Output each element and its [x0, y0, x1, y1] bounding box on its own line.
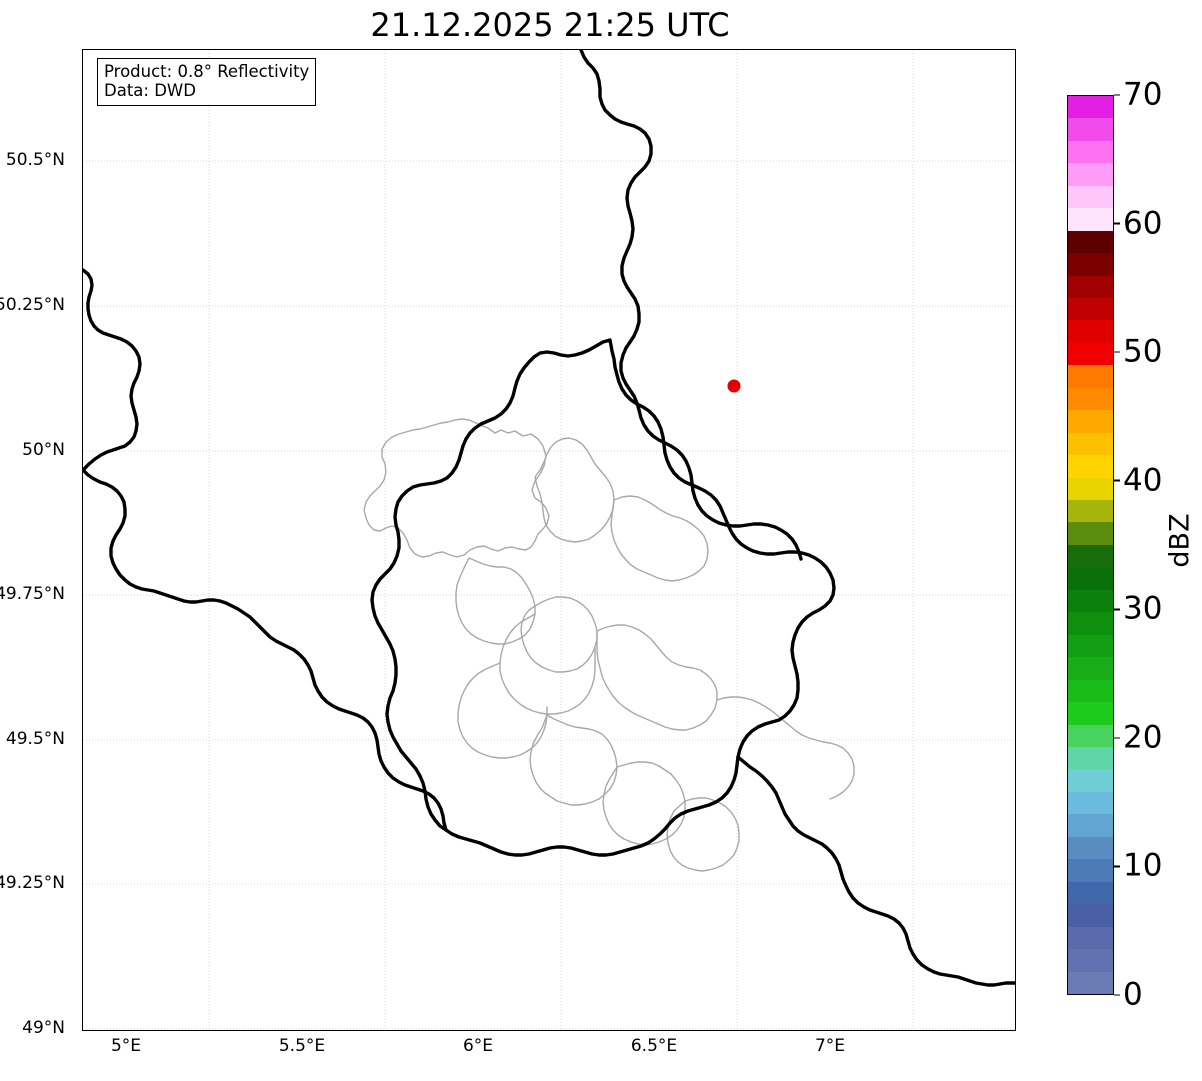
colorbar-band — [1068, 95, 1113, 119]
colorbar-band — [1068, 814, 1113, 837]
colorbar-ticks: 0 10 20 30 40 50 60 70 — [1114, 79, 1194, 1010]
tick-mark-icon — [1114, 351, 1120, 353]
colorbar-band — [1068, 365, 1113, 388]
colorbar-band — [1068, 320, 1113, 343]
colorbar-tick-label: 60 — [1123, 205, 1163, 242]
international-borders — [83, 50, 1015, 987]
colorbar-tick-label: 30 — [1123, 590, 1163, 627]
colorbar-tick-label: 0 — [1123, 976, 1143, 1013]
colorbar-tick-40: 40 — [1114, 465, 1162, 496]
colorbar-band — [1068, 522, 1113, 545]
y-tick-50-5: 50.5°N — [5, 150, 65, 170]
colorbar-band — [1068, 118, 1113, 141]
colorbar-band — [1068, 432, 1113, 456]
colorbar-band — [1068, 926, 1113, 950]
colorbar-band — [1068, 971, 1113, 994]
colorbar-band — [1068, 500, 1113, 523]
colorbar-band — [1068, 612, 1113, 635]
colorbar-band — [1068, 634, 1113, 658]
colorbar-tick-10: 10 — [1114, 847, 1163, 884]
colorbar-band — [1068, 657, 1113, 680]
colorbar-band — [1068, 567, 1113, 590]
x-tick-5-5: 5.5°E — [278, 1036, 326, 1056]
colorbar-band — [1068, 904, 1113, 927]
colorbar-band — [1068, 791, 1113, 815]
colorbar-tick-50: 50 — [1114, 333, 1163, 370]
tick-mark-icon — [1114, 222, 1120, 225]
colorbar-band — [1068, 769, 1113, 792]
y-tick-49-5: 49.5°N — [5, 729, 65, 749]
border-luxembourg — [370, 338, 836, 857]
colorbar-tick-label: 40 — [1123, 462, 1163, 499]
x-tick-6: 6°E — [462, 1036, 494, 1056]
colorbar-band — [1068, 544, 1113, 568]
colorbar-gradient — [1067, 95, 1114, 995]
x-tick-6-5: 6.5°E — [630, 1036, 678, 1056]
colorbar-band — [1068, 836, 1113, 860]
colorbar-band — [1068, 185, 1113, 209]
tick-mark-icon — [1114, 608, 1120, 611]
colorbar-tick-0: 0 — [1114, 976, 1143, 1013]
map-gridlines — [83, 50, 1015, 1030]
admin-boundaries-luxembourg — [363, 418, 855, 872]
colorbar-band — [1068, 208, 1113, 231]
colorbar-tick-70: 70 — [1114, 76, 1163, 113]
tick-mark-icon — [1114, 479, 1120, 482]
colorbar-band — [1068, 297, 1113, 321]
tick-mark-icon — [1114, 865, 1120, 868]
colorbar-band — [1068, 253, 1113, 276]
y-tick-49: 49°N — [22, 1018, 65, 1038]
radar-site-marker[interactable] — [727, 379, 741, 393]
colorbar-band — [1068, 275, 1113, 298]
colorbar-tick-label: 20 — [1123, 719, 1163, 756]
colorbar-band — [1068, 410, 1113, 433]
colorbar-tick-30: 30 — [1114, 590, 1163, 627]
x-axis-labels: 5°E 5.5°E 6°E 6.5°E 7°E — [82, 1036, 1016, 1076]
colorbar-band — [1068, 859, 1113, 882]
y-tick-50: 50°N — [22, 440, 65, 460]
data-source-line: Data: DWD — [104, 81, 196, 101]
colorbar: 0 10 20 30 40 50 60 70 — [1067, 79, 1162, 1010]
colorbar-tick-60: 60 — [1114, 208, 1162, 239]
map-plot-area[interactable]: Product: 0.8° Reflectivity Data: DWD — [82, 49, 1016, 1031]
colorbar-tick-20: 20 — [1114, 722, 1162, 753]
x-tick-5: 5°E — [110, 1036, 142, 1056]
colorbar-axis-label: dBZ — [1164, 513, 1196, 568]
tick-mark-icon — [1114, 737, 1120, 739]
colorbar-band — [1068, 455, 1113, 478]
colorbar-band — [1068, 589, 1113, 613]
colorbar-band — [1068, 747, 1113, 770]
x-tick-7: 7°E — [814, 1036, 846, 1056]
colorbar-band — [1068, 949, 1113, 972]
y-tick-49-25: 49.25°N — [0, 873, 65, 893]
y-tick-49-75: 49.75°N — [0, 584, 65, 604]
y-axis-labels: 50.5°N 50.25°N 50°N 49.75°N 49.5°N 49.25… — [0, 49, 74, 1038]
colorbar-band — [1068, 881, 1113, 905]
map-canvas — [83, 50, 1015, 1030]
page-title: 21.12.2025 21:25 UTC — [370, 6, 730, 44]
colorbar-tick-label: 50 — [1123, 333, 1163, 370]
product-info-box: Product: 0.8° Reflectivity Data: DWD — [97, 58, 317, 106]
colorbar-band — [1068, 230, 1113, 254]
colorbar-band — [1068, 477, 1113, 501]
colorbar-band — [1068, 702, 1113, 725]
product-line: Product: 0.8° Reflectivity — [104, 62, 310, 81]
colorbar-band — [1068, 140, 1113, 164]
tick-mark-icon — [1114, 994, 1120, 996]
colorbar-tick-label: 10 — [1123, 847, 1163, 884]
colorbar-band — [1068, 724, 1113, 748]
tick-mark-icon — [1114, 94, 1120, 96]
colorbar-band — [1068, 342, 1113, 366]
colorbar-band — [1068, 163, 1113, 186]
colorbar-band — [1068, 679, 1113, 703]
y-tick-50-25: 50.25°N — [0, 295, 65, 315]
colorbar-tick-label: 70 — [1123, 76, 1163, 113]
colorbar-band — [1068, 387, 1113, 411]
